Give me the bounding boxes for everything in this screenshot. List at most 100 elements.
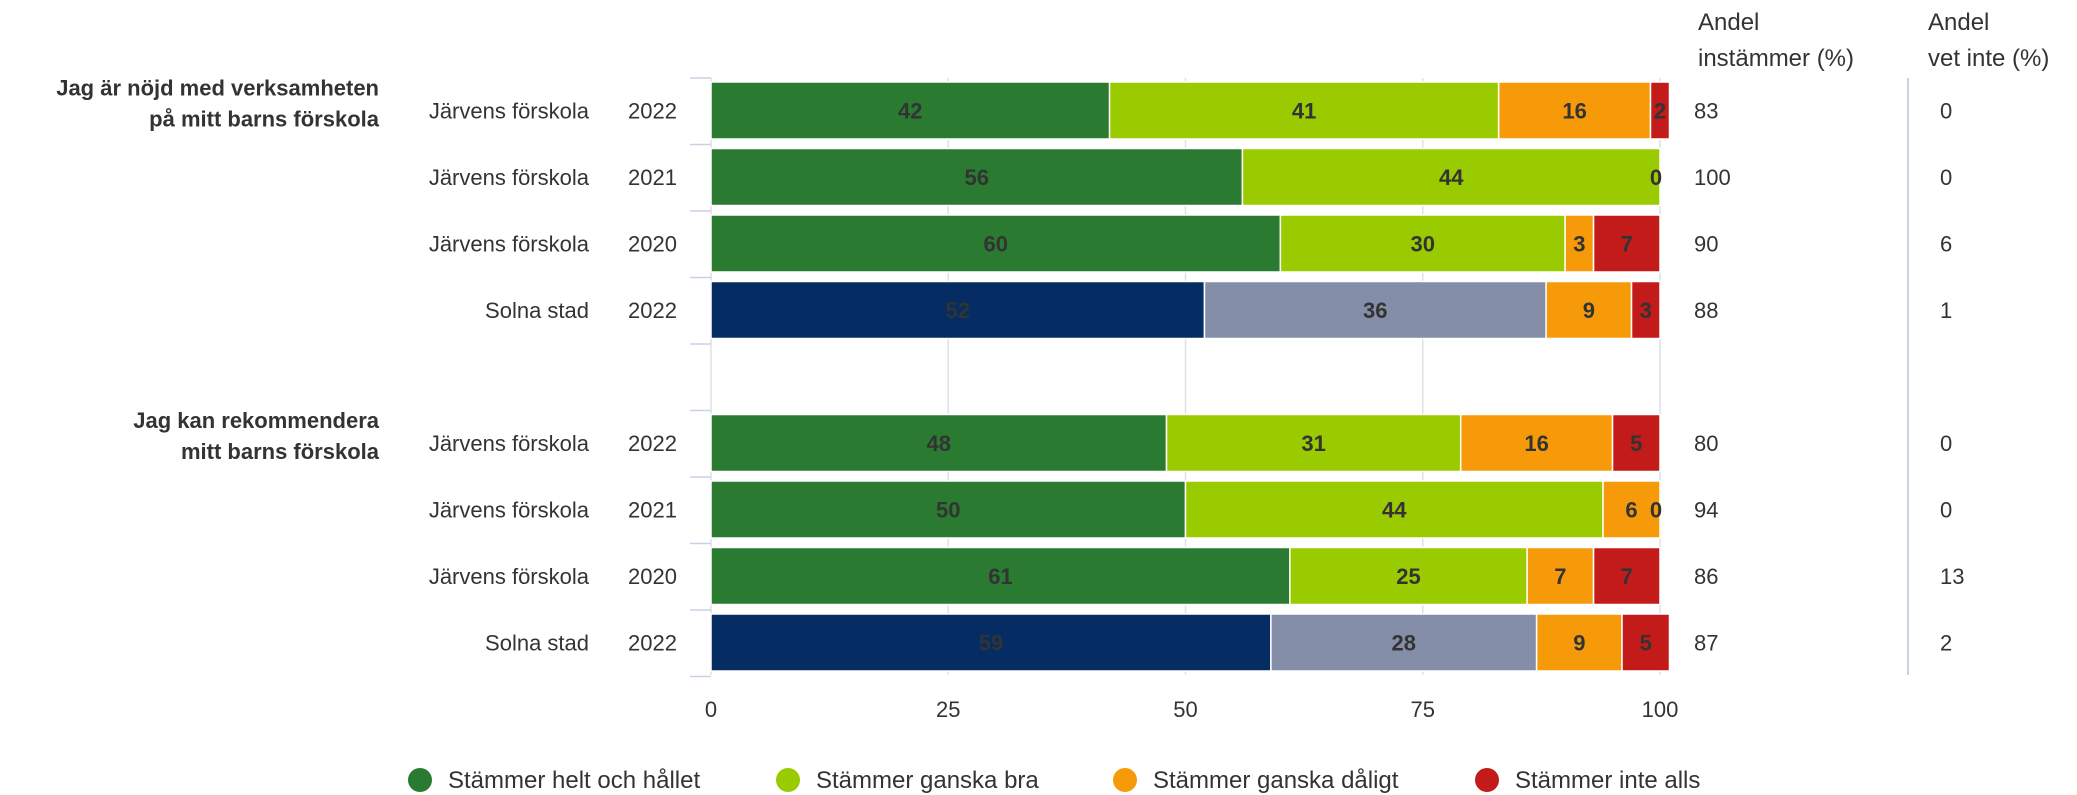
bar-segment[interactable] xyxy=(1270,613,1538,672)
row-labels: Jag är nöjd med verksamheten på mitt barn… xyxy=(56,76,1964,656)
year-label: 2022 xyxy=(628,431,677,456)
bar-value-label: 7 xyxy=(1621,564,1633,589)
share-agree-value: 90 xyxy=(1694,232,1718,257)
legend[interactable]: Stämmer helt och hållet Stämmer ganska br… xyxy=(408,767,1700,794)
unit-label: Järvens förskola xyxy=(429,498,590,523)
year-label: 2021 xyxy=(628,498,677,523)
share-agree-value: 94 xyxy=(1694,498,1718,523)
bar-value-label: 50 xyxy=(936,498,960,523)
legend-marker[interactable] xyxy=(1475,768,1499,792)
question-label: Jag kan rekommendera xyxy=(133,408,380,433)
share-dont-know-value: 2 xyxy=(1940,631,1952,656)
legend-label[interactable]: Stämmer ganska dåligt xyxy=(1153,767,1399,794)
x-tick-label: 50 xyxy=(1173,697,1197,722)
question-label: på mitt barns förskola xyxy=(149,107,380,132)
question-label: Jag är nöjd med verksamheten xyxy=(56,76,379,101)
share-agree-header-line2: instämmer (%) xyxy=(1698,45,1854,72)
legend-label[interactable]: Stämmer inte alls xyxy=(1515,767,1700,794)
legend-marker[interactable] xyxy=(1113,768,1137,792)
share-agree-value: 86 xyxy=(1694,564,1718,589)
year-label: 2022 xyxy=(628,631,677,656)
legend-marker[interactable] xyxy=(408,768,432,792)
bar-value-label: 28 xyxy=(1392,631,1416,656)
bar-value-label: 5 xyxy=(1640,631,1652,656)
bars: 42 41 16 256 44 060 30 3 752 36 9 348 31 16 550 44 6 061 2… xyxy=(710,81,1671,672)
share-agree-value: 80 xyxy=(1694,431,1718,456)
bar-segment[interactable] xyxy=(1611,413,1661,473)
unit-label: Solna stad xyxy=(485,298,589,323)
legend-label[interactable]: Stämmer ganska bra xyxy=(816,767,1039,794)
bar-segment[interactable] xyxy=(1649,81,1671,140)
bar-segment[interactable] xyxy=(710,280,1206,340)
share-dont-know-value: 0 xyxy=(1940,431,1952,456)
share-dont-know-value: 6 xyxy=(1940,232,1952,257)
bar-segment[interactable] xyxy=(1621,613,1671,672)
bar-segment[interactable] xyxy=(710,147,1244,207)
bar-segment[interactable] xyxy=(710,613,1272,672)
question-label: mitt barns förskola xyxy=(181,439,380,464)
bar-value-label: 48 xyxy=(927,431,951,456)
bar-segment[interactable] xyxy=(710,546,1291,606)
share-agree-value: 87 xyxy=(1694,631,1718,656)
share-dont-know-value: 0 xyxy=(1940,99,1952,124)
share-dont-know-header-line1: Andel xyxy=(1928,9,1989,36)
bar-value-label: 16 xyxy=(1524,431,1548,456)
bar-value-label: 7 xyxy=(1554,564,1566,589)
column-headers: Andel instämmer (%) Andel vet inte (%) xyxy=(1698,9,2049,72)
bar-segment[interactable] xyxy=(1203,280,1547,340)
bar-value-label: 7 xyxy=(1621,232,1633,257)
bar-value-label: 44 xyxy=(1439,165,1464,190)
unit-label: Järvens förskola xyxy=(429,165,590,190)
bar-value-label: 31 xyxy=(1301,431,1325,456)
year-label: 2020 xyxy=(628,564,677,589)
bar-segment[interactable] xyxy=(1279,214,1566,273)
bar-segment[interactable] xyxy=(1165,413,1462,473)
bar-segment[interactable] xyxy=(1592,214,1661,273)
bar-value-label: 44 xyxy=(1382,498,1407,523)
bar-value-label: 41 xyxy=(1292,99,1316,124)
bar-value-label: 0 xyxy=(1650,165,1662,190)
share-dont-know-value: 13 xyxy=(1940,564,1964,589)
bar-value-label: 3 xyxy=(1640,298,1652,323)
bar-segment[interactable] xyxy=(1497,81,1652,140)
bar-segment[interactable] xyxy=(1535,613,1623,672)
bar-value-label: 61 xyxy=(988,564,1012,589)
share-dont-know-value: 0 xyxy=(1940,498,1952,523)
unit-label: Solna stad xyxy=(485,631,589,656)
bar-segment[interactable] xyxy=(1630,280,1661,340)
year-label: 2022 xyxy=(628,298,677,323)
year-label: 2022 xyxy=(628,99,677,124)
bar-value-label: 52 xyxy=(945,298,969,323)
bar-segment[interactable] xyxy=(710,480,1187,539)
bar-segment[interactable] xyxy=(1592,546,1661,606)
bar-segment[interactable] xyxy=(710,214,1282,273)
bar-segment[interactable] xyxy=(1526,546,1595,606)
bar-segment[interactable] xyxy=(710,413,1168,473)
bar-segment[interactable] xyxy=(1564,214,1595,273)
bar-segment[interactable] xyxy=(1108,81,1500,140)
bar-value-label: 6 xyxy=(1625,498,1637,523)
bar-value-label: 16 xyxy=(1562,99,1586,124)
bar-value-label: 30 xyxy=(1411,232,1435,257)
bar-segment[interactable] xyxy=(1241,147,1661,207)
bar-value-label: 2 xyxy=(1654,99,1666,124)
legend-marker[interactable] xyxy=(776,768,800,792)
bar-value-label: 42 xyxy=(898,99,922,124)
bar-value-label: 59 xyxy=(979,631,1003,656)
share-dont-know-value: 1 xyxy=(1940,298,1952,323)
bar-value-label: 36 xyxy=(1363,298,1387,323)
x-tick-label: 0 xyxy=(705,697,717,722)
bar-value-label: 5 xyxy=(1630,431,1642,456)
bar-segment[interactable] xyxy=(1602,480,1661,539)
share-dont-know-header-line2: vet inte (%) xyxy=(1928,45,2049,72)
bar-value-label: 56 xyxy=(964,165,988,190)
share-dont-know-value: 0 xyxy=(1940,165,1952,190)
bar-value-label: 9 xyxy=(1583,298,1595,323)
unit-label: Järvens förskola xyxy=(429,431,590,456)
bar-segment[interactable] xyxy=(710,81,1111,140)
share-agree-value: 100 xyxy=(1694,165,1731,190)
legend-label[interactable]: Stämmer helt och hållet xyxy=(448,767,700,794)
share-agree-header-line1: Andel xyxy=(1698,9,1759,36)
year-label: 2020 xyxy=(628,232,677,257)
unit-label: Järvens förskola xyxy=(429,564,590,589)
